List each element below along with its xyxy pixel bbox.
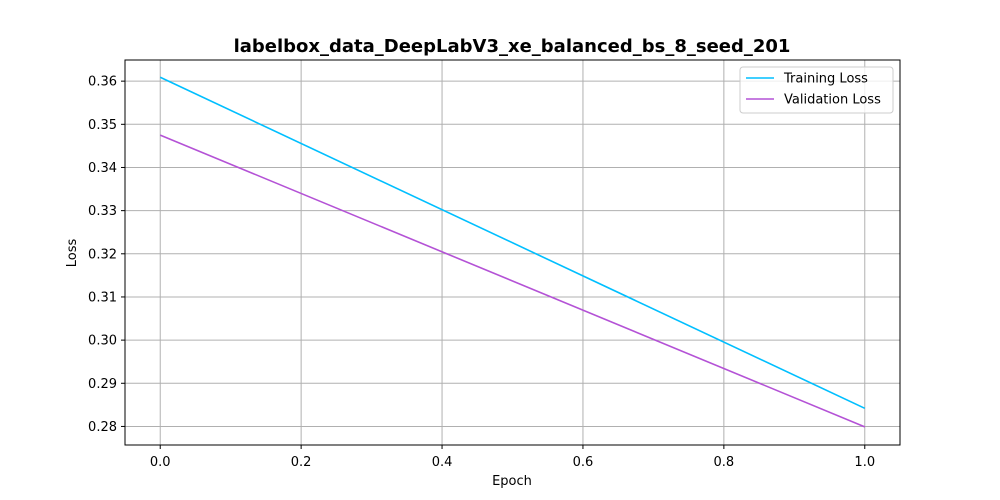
legend-label: Training Loss bbox=[783, 72, 868, 87]
y-tick-label: 0.34 bbox=[88, 161, 117, 176]
y-axis-ticks: 0.28 0.29 0.30 0.31 0.32 0.33 0.34 0.35 0.36 bbox=[88, 75, 125, 435]
series-line-validation-loss bbox=[159, 134, 866, 428]
legend-label: Validation Loss bbox=[784, 93, 881, 108]
plot-frame bbox=[124, 59, 901, 446]
y-tick-label: 0.31 bbox=[88, 290, 117, 305]
x-tick-label: 1.0 bbox=[854, 455, 875, 470]
chart-title: labelbox_data_DeepLabV3_xe_balanced_bs_8… bbox=[234, 36, 791, 57]
y-tick-label: 0.35 bbox=[88, 118, 117, 133]
series-lines bbox=[159, 76, 866, 428]
y-tick-label: 0.28 bbox=[88, 420, 117, 435]
legend-box bbox=[739, 66, 894, 114]
y-tick-label: 0.33 bbox=[88, 204, 117, 219]
x-tick-label: 0.8 bbox=[714, 455, 735, 470]
y-tick-label: 0.32 bbox=[88, 247, 117, 262]
legend: Training Loss Validation Loss bbox=[739, 66, 894, 114]
series-line-training-loss bbox=[159, 76, 866, 410]
x-axis-ticks: 0.0 0.2 0.4 0.6 0.8 1.0 bbox=[150, 445, 875, 470]
x-tick-label: 0.0 bbox=[150, 455, 171, 470]
y-tick-label: 0.30 bbox=[88, 334, 117, 349]
x-tick-label: 0.2 bbox=[291, 455, 312, 470]
y-tick-label: 0.29 bbox=[88, 377, 117, 392]
x-tick-label: 0.4 bbox=[432, 455, 453, 470]
y-axis-label: Loss bbox=[65, 239, 80, 268]
y-tick-label: 0.36 bbox=[88, 75, 117, 90]
x-tick-label: 0.6 bbox=[573, 455, 594, 470]
x-axis-label: Epoch bbox=[492, 474, 532, 489]
grid bbox=[125, 60, 900, 445]
